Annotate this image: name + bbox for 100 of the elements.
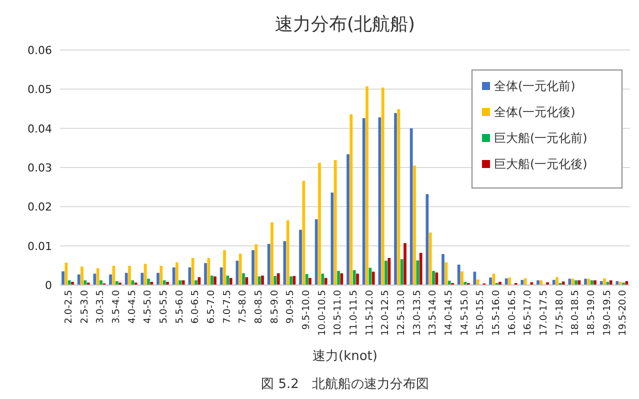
bar — [489, 278, 492, 285]
bar — [428, 232, 432, 285]
bar — [214, 276, 216, 285]
bar — [238, 254, 242, 285]
y-tick-label: 0 — [45, 279, 52, 292]
bar — [62, 271, 64, 285]
bar — [276, 273, 280, 285]
bar — [334, 160, 337, 285]
x-tick-label: 9.5-10.0 — [300, 290, 312, 330]
bar — [413, 166, 416, 285]
x-tick-label: 4.0-4.5 — [126, 290, 138, 324]
y-tick-label: 0.01 — [28, 240, 52, 253]
bar — [156, 272, 160, 285]
bar — [115, 281, 118, 285]
legend-label: 全体(一元化後) — [494, 105, 576, 119]
bar — [204, 263, 207, 285]
chart-title: 速力分布(北航船) — [274, 14, 416, 35]
bar — [210, 276, 214, 285]
x-tick-label: 2.5-3.0 — [79, 290, 90, 324]
bar — [77, 274, 80, 285]
x-tick-label: 14.5-15.0 — [459, 290, 470, 336]
bar — [352, 270, 356, 285]
bar — [144, 264, 147, 285]
bar — [318, 162, 321, 285]
bar — [552, 280, 556, 285]
bar — [504, 278, 508, 285]
bar — [372, 272, 375, 285]
x-tick-label: 11.0-11.5 — [348, 290, 360, 336]
y-tick-label: 0.04 — [28, 122, 52, 136]
x-tick-label: 19.5-20.0 — [618, 290, 629, 336]
x-axis-title: 速力(knot) — [312, 349, 378, 364]
bar — [460, 271, 464, 285]
y-tick-label: 0.05 — [28, 83, 52, 96]
bar — [176, 262, 178, 285]
bar — [299, 230, 302, 285]
bar — [419, 252, 422, 285]
x-tick-label: 13.5-14.0 — [428, 290, 439, 336]
bar — [356, 274, 359, 285]
x-tick-label: 8.5-9.0 — [269, 290, 280, 324]
bar — [223, 250, 226, 285]
bar — [404, 243, 406, 285]
bar — [308, 278, 312, 285]
bar — [442, 254, 444, 285]
legend-label: 全体(一元化前) — [494, 79, 576, 93]
y-tick-label: 0.06 — [28, 44, 52, 57]
bar — [191, 258, 194, 285]
bar — [324, 278, 328, 285]
bar — [562, 281, 565, 285]
x-tick-label: 8.0-8.5 — [253, 290, 264, 324]
bar — [147, 278, 150, 285]
x-tick-label: 5.5-6.0 — [174, 290, 186, 324]
x-tick-label: 3.5-4.0 — [110, 290, 122, 324]
bar — [96, 268, 100, 285]
bar — [128, 266, 131, 285]
legend-label: 巨大船(一元化後) — [494, 157, 588, 171]
y-tick-label: 0.02 — [28, 200, 52, 214]
x-tick-label: 17.0-17.5 — [538, 290, 550, 336]
bar — [384, 260, 388, 285]
x-tick-label: 15.5-16.0 — [490, 290, 502, 336]
bar — [448, 280, 451, 285]
x-tick-label: 13.0-13.5 — [412, 290, 423, 336]
x-tick-label: 12.0-12.5 — [380, 290, 392, 336]
bar — [432, 270, 435, 285]
bar — [556, 277, 558, 285]
x-tick-label: 18.5-19.0 — [586, 290, 597, 336]
bar — [394, 113, 397, 285]
x-tick-label: 16.0-16.5 — [506, 290, 518, 336]
bar — [457, 264, 460, 285]
bar — [242, 273, 245, 285]
x-tick-label: 18.0-18.5 — [570, 290, 582, 336]
x-tick-label: 6.5-7.0 — [206, 290, 217, 324]
x-tick-label: 9.0-9.5 — [285, 290, 296, 324]
bar — [400, 259, 404, 285]
bar — [314, 219, 318, 285]
x-tick-label: 3.0-3.5 — [95, 290, 106, 324]
bar — [476, 280, 480, 285]
bar — [346, 154, 350, 285]
bar — [80, 266, 84, 285]
legend-label: 巨大船(一元化前) — [494, 131, 588, 145]
bar — [381, 88, 384, 285]
x-tick-label: 19.0-19.5 — [602, 290, 613, 336]
x-tick-label: 11.5-12.0 — [364, 290, 376, 336]
x-tick-label: 5.0-5.5 — [158, 290, 170, 324]
bar — [524, 278, 527, 285]
bar — [229, 278, 232, 285]
x-tick-label: 7.5-8.0 — [238, 290, 249, 324]
x-tick-label: 4.5-5.0 — [142, 290, 154, 324]
bar — [109, 274, 112, 285]
x-tick-label: 10.5-11.0 — [332, 290, 344, 336]
bar — [261, 276, 264, 285]
y-tick-label: 0.03 — [28, 162, 52, 174]
bar — [584, 278, 587, 285]
bar — [337, 270, 340, 285]
bar — [172, 267, 176, 285]
bar — [603, 278, 606, 285]
x-tick-label: 10.0-10.5 — [316, 290, 328, 336]
x-tick-label: 6.0-6.5 — [190, 290, 202, 324]
x-tick-label: 14.0-14.5 — [443, 290, 454, 336]
bar — [258, 276, 261, 285]
bar — [600, 281, 603, 285]
